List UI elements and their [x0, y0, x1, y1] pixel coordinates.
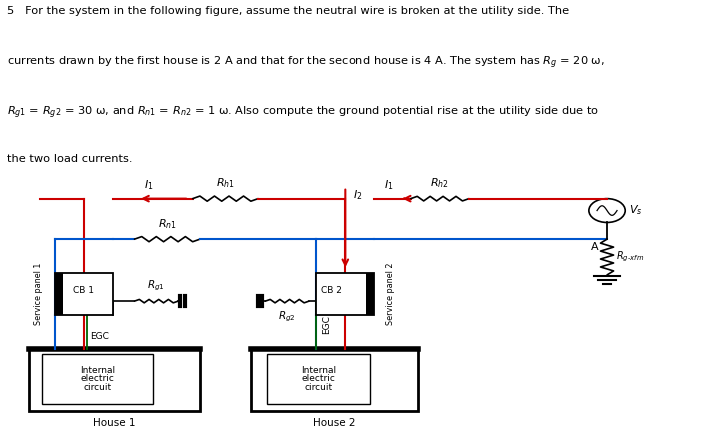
Text: Service panel 1: Service panel 1 — [34, 263, 43, 325]
Text: electric: electric — [302, 374, 336, 383]
Text: Internal: Internal — [80, 365, 116, 375]
Bar — [251, 349, 418, 411]
Text: currents drawn by the first house is 2 A and that for the second house is 4 A. T: currents drawn by the first house is 2 A… — [7, 55, 605, 72]
Bar — [55, 273, 113, 316]
Bar — [267, 354, 371, 404]
Text: $R_{h2}$: $R_{h2}$ — [430, 176, 449, 190]
Text: $R_{g\text{-}xfm}$: $R_{g\text{-}xfm}$ — [616, 250, 645, 264]
Text: the two load currents.: the two load currents. — [7, 154, 133, 164]
Text: CB 2: CB 2 — [321, 286, 342, 295]
Text: Internal: Internal — [301, 365, 336, 375]
Bar — [42, 354, 153, 404]
Bar — [29, 349, 200, 411]
Text: A: A — [591, 242, 598, 252]
Text: House 2: House 2 — [313, 418, 356, 428]
Text: $I_1$: $I_1$ — [144, 178, 154, 192]
Text: circuit: circuit — [305, 383, 333, 392]
Text: electric: electric — [81, 374, 115, 383]
Text: $R_{n1}$: $R_{n1}$ — [158, 217, 177, 231]
Text: $R_{h1}$: $R_{h1}$ — [216, 176, 235, 190]
Text: EGC: EGC — [90, 333, 109, 341]
Text: $V_s$: $V_s$ — [629, 204, 643, 218]
Text: $I_2$: $I_2$ — [353, 188, 362, 202]
Bar — [366, 273, 374, 316]
Text: House 1: House 1 — [93, 418, 136, 428]
Text: $R_{g2}$: $R_{g2}$ — [278, 310, 296, 324]
Bar — [55, 273, 63, 316]
Text: EGC: EGC — [322, 316, 331, 334]
Text: circuit: circuit — [84, 383, 112, 392]
Text: $R_{g1}$ = $R_{g2}$ = 30 ω, and $R_{n1}$ = $R_{n2}$ = 1 ω. Also compute the grou: $R_{g1}$ = $R_{g2}$ = 30 ω, and $R_{n1}$… — [7, 104, 599, 121]
Text: CB 1: CB 1 — [73, 286, 95, 295]
Text: Service panel 2: Service panel 2 — [386, 263, 395, 325]
Text: $R_{g1}$: $R_{g1}$ — [148, 279, 165, 293]
Bar — [316, 273, 374, 316]
Text: 5   For the system in the following figure, assume the neutral wire is broken at: 5 For the system in the following figure… — [7, 6, 569, 15]
Text: $I_1$: $I_1$ — [384, 178, 394, 192]
